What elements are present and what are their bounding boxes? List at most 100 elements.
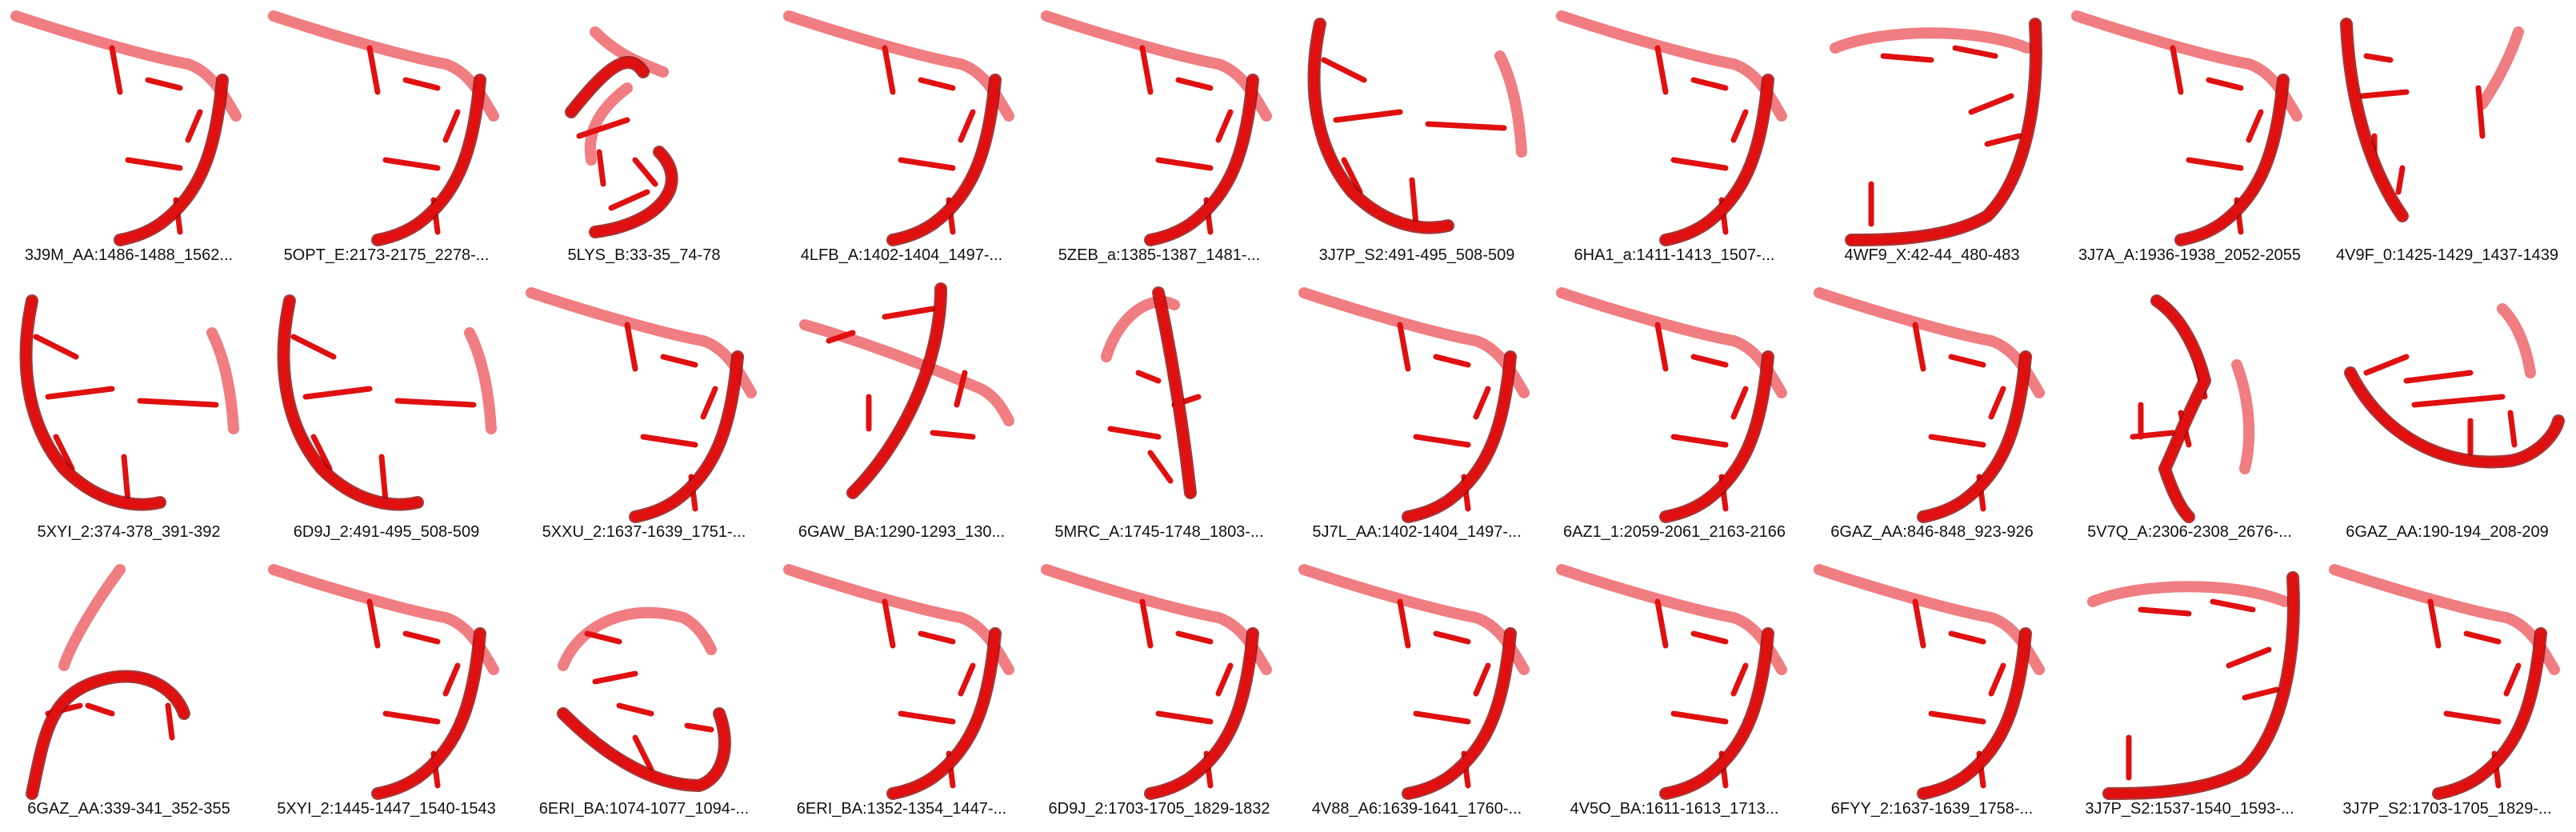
base-stick (700, 386, 718, 420)
motif-cell: 3J7P_S2:1537-1540_1593-... (2061, 554, 2318, 830)
backbone-strand-front (848, 284, 946, 498)
base-stick (1730, 662, 1749, 697)
rna-backbone (2071, 10, 2302, 246)
base-stick (1690, 77, 1729, 91)
base-stick (2363, 53, 2394, 63)
base-stick (402, 630, 441, 645)
rna-backbone (1101, 286, 1202, 499)
motif-cell: 5OPT_E:2173-2175_2278-... (258, 0, 515, 277)
base-stick (137, 398, 219, 408)
rna-structure-image (2340, 18, 2524, 222)
rna-structure-image (565, 26, 678, 238)
motif-cell: 6ERI_BA:1074-1077_1094-... (515, 554, 773, 830)
motif-cell: 6AZ1_1:2059-2061_2163-2166 (1546, 277, 1803, 554)
motif-label: 3J7P_S2:491-495_508-509 (1318, 246, 1515, 264)
base-stick (1135, 370, 1162, 384)
base-stick (382, 710, 441, 725)
motif-cell: 6GAZ_AA:339-341_352-355 (0, 554, 258, 830)
motif-label: 5XXU_2:1637-1639_1751-... (542, 523, 746, 541)
base-stick (608, 189, 650, 211)
backbone-strand-back (1556, 564, 1787, 675)
base-stick (1341, 157, 1363, 195)
rna-structure-image (1814, 564, 2045, 800)
motif-cell: 6HA1_a:1411-1413_1507-... (1546, 0, 1803, 277)
base-stick (584, 630, 622, 645)
motif-label: 6FYY_2:1637-1639_1758-... (1830, 800, 2034, 818)
rna-backbone (783, 564, 1014, 800)
backbone-strand-front (278, 296, 422, 510)
motif-label: 6D9J_2:1703-1705_1829-1832 (1048, 800, 1270, 818)
base-stick (1690, 354, 1729, 368)
base-stick (121, 454, 131, 504)
motif-label: 3J7P_S2:1537-1540_1593-... (2085, 800, 2294, 818)
base-stick (660, 354, 698, 368)
rna-backbone (2329, 564, 2560, 800)
motif-label: 5V7Q_A:2306-2308_2676-... (2087, 523, 2292, 541)
base-stick (1968, 93, 2014, 115)
motif-label: 6GAZ_AA:846-848_923-926 (1830, 523, 2034, 541)
motif-cell: 4V9F_0:1425-1429_1437-1439 (2318, 0, 2576, 277)
base-stick (882, 598, 896, 649)
backbone-strand-shadow (26, 670, 190, 800)
backbone-strand-front (115, 75, 227, 245)
rna-backbone (2340, 18, 2524, 222)
base-stick (2138, 606, 2192, 617)
backbone-strand-back (783, 564, 1014, 675)
motif-cell: 6D9J_2:491-495_508-509 (258, 277, 515, 554)
base-stick (684, 722, 714, 733)
rna-backbone (1556, 10, 1787, 246)
base-stick (632, 157, 658, 187)
backbone-strand-back (1298, 287, 1530, 398)
base-stick (290, 334, 337, 360)
backbone-strand-front (2346, 368, 2563, 467)
base-stick (1425, 121, 1507, 131)
base-stick (1948, 354, 1986, 368)
rna-backbone (1298, 287, 1530, 523)
backbone-strand-back (1041, 564, 1272, 675)
motif-label: 6GAW_BA:1290-1293_130... (798, 523, 1006, 541)
base-stick (382, 157, 441, 171)
base-stick (1928, 434, 1986, 448)
base-stick (442, 662, 461, 697)
motif-label: 4LFB_A:1402-1404_1497-... (800, 246, 1003, 264)
base-stick (596, 149, 606, 187)
base-stick (1880, 53, 1934, 63)
rna-structure-image (1556, 564, 1787, 800)
base-stick (918, 77, 956, 91)
base-stick (1988, 386, 2006, 420)
base-stick (616, 702, 654, 717)
base-stick (1670, 157, 1729, 171)
base-stick (442, 109, 461, 143)
backbone-strand-back (1298, 564, 1530, 675)
rna-backbone (2087, 571, 2300, 800)
base-stick (2503, 662, 2522, 697)
base-stick (53, 434, 75, 472)
backbone-strand-front (1918, 352, 2030, 522)
base-stick (882, 45, 896, 95)
backbone-strand-back (464, 327, 497, 434)
backbone-strand-front (1403, 629, 1515, 798)
motif-cell: 5J7L_AA:1402-1404_1497-... (1288, 277, 1546, 554)
base-stick (1175, 77, 1214, 91)
base-stick (145, 77, 183, 91)
base-stick (1654, 45, 1669, 95)
rna-backbone (557, 606, 731, 792)
motif-cell: 3J7A_A:1936-1938_2052-2055 (2061, 0, 2318, 277)
base-stick (2363, 354, 2410, 376)
base-stick (1397, 322, 1411, 372)
base-stick (592, 670, 638, 685)
backbone-strand-back (1041, 10, 1272, 122)
base-stick (366, 45, 381, 95)
base-stick (2170, 45, 2184, 95)
backbone-strand-front (373, 629, 485, 798)
rna-structure-image (277, 294, 497, 511)
backbone-strand-front (2176, 75, 2288, 245)
backbone-strand-front (558, 709, 730, 790)
rna-backbone (268, 564, 499, 800)
backbone-strand-back (558, 606, 717, 671)
backbone-strand-front (2434, 629, 2546, 798)
backbone-strand-front (27, 671, 189, 798)
base-stick (826, 330, 856, 344)
backbone-strand-front (888, 629, 1000, 798)
backbone-strand-back (10, 10, 242, 122)
